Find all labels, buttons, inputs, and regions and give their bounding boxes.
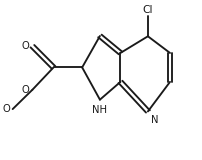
Text: O: O bbox=[22, 85, 29, 95]
Text: O: O bbox=[3, 104, 11, 114]
Text: N: N bbox=[151, 115, 159, 125]
Text: NH: NH bbox=[93, 105, 107, 115]
Text: Cl: Cl bbox=[143, 5, 153, 15]
Text: O: O bbox=[22, 41, 29, 51]
